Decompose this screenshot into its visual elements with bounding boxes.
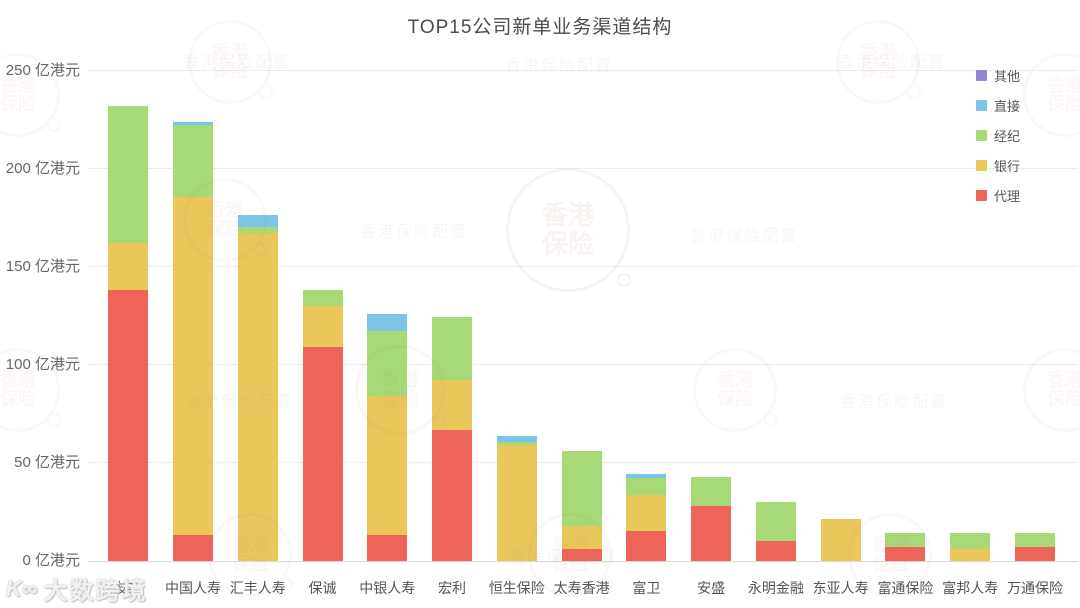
bar-segment-安盛-经纪 <box>691 476 732 507</box>
y-tick-label: 150 亿港元 <box>5 257 80 275</box>
bar-segment-万通保险-经纪 <box>1014 532 1055 548</box>
legend-swatch-经纪 <box>976 129 987 141</box>
legend: 其他直接经纪银行代理 <box>976 60 1020 210</box>
faint-text-watermark: 香港保险配置 <box>183 54 292 71</box>
bar-segment-富邦人寿-经纪 <box>950 532 991 550</box>
bar-segment-保诚-经纪 <box>302 290 343 306</box>
legend-swatch-银行 <box>976 159 987 171</box>
legend-swatch-代理 <box>976 189 987 201</box>
x-label-保诚: 保诚 <box>308 580 337 596</box>
bar-segment-中国人寿-经纪 <box>172 125 213 198</box>
hk-insurance-stamp: 香港保险 <box>1023 53 1080 137</box>
bar-segment-中国人寿-直接 <box>172 121 213 126</box>
bar-segment-东亚人寿-银行 <box>820 518 861 561</box>
bar-segment-友邦-银行 <box>108 243 149 291</box>
legend-item-其他: 其他 <box>976 60 1020 90</box>
bar-segment-富通保险-代理 <box>885 547 926 561</box>
x-label-富邦人寿: 富邦人寿 <box>942 580 999 596</box>
gridline-200 <box>88 168 1078 170</box>
bar-segment-中国人寿-银行 <box>172 197 213 535</box>
bar-segment-永明金融-经纪 <box>755 502 796 542</box>
bar-segment-恒生保险-银行 <box>496 445 537 561</box>
footer-watermark: K∞ 大数跨境 <box>6 571 148 606</box>
legend-item-代理: 代理 <box>976 180 1020 210</box>
bar-segment-汇丰人寿-银行 <box>237 233 278 561</box>
x-label-汇丰人寿: 汇丰人寿 <box>229 580 286 596</box>
bar-segment-太寿香港-代理 <box>561 549 602 561</box>
bar-segment-中国人寿-代理 <box>172 534 213 561</box>
bar-segment-富通保险-经纪 <box>885 532 926 548</box>
bar-segment-中银人寿-代理 <box>367 535 408 561</box>
x-label-永明金融: 永明金融 <box>747 580 804 596</box>
bar-segment-恒生保险-经纪 <box>496 442 537 446</box>
legend-label-经纪: 经纪 <box>994 128 1021 144</box>
y-tick-label: 100 亿港元 <box>5 355 80 373</box>
legend-item-经纪: 经纪 <box>976 120 1020 150</box>
legend-label-代理: 代理 <box>994 188 1021 204</box>
x-label-友邦: 友邦 <box>114 580 143 596</box>
x-label-富通保险: 富通保险 <box>877 580 934 596</box>
bar-segment-宏利-经纪 <box>432 316 473 380</box>
y-tick-label: 50 亿港元 <box>14 453 80 471</box>
bar-segment-宏利-代理 <box>432 429 473 561</box>
bar-segment-宏利-银行 <box>432 379 473 430</box>
footer-watermark-text: 大数跨境 <box>43 578 148 605</box>
y-tick-label: 250 亿港元 <box>5 61 80 79</box>
chart-title: TOP15公司新单业务渠道结构 <box>407 17 673 38</box>
x-label-恒生保险: 恒生保险 <box>488 580 545 596</box>
bar-segment-富卫-直接 <box>626 473 667 478</box>
legend-item-银行: 银行 <box>976 150 1020 180</box>
y-tick-label: 0 亿港元 <box>22 552 80 569</box>
bar-segment-太寿香港-银行 <box>561 525 602 550</box>
legend-swatch-其他 <box>976 69 987 81</box>
x-label-太寿香港: 太寿香港 <box>553 580 610 596</box>
faint-text-watermark: 香港保险配置 <box>838 54 947 71</box>
legend-label-其他: 其他 <box>994 68 1021 84</box>
legend-label-银行: 银行 <box>994 158 1021 174</box>
legend-item-直接: 直接 <box>976 90 1020 120</box>
x-label-中国人寿: 中国人寿 <box>164 580 221 596</box>
faint-text-watermark: 香港保险配置 <box>360 224 469 241</box>
gridline-150 <box>88 266 1078 268</box>
bar-segment-汇丰人寿-经纪 <box>237 227 278 234</box>
bar-segment-友邦-经纪 <box>108 105 149 244</box>
bar-segment-永明金融-代理 <box>755 541 796 561</box>
bar-segment-保诚-银行 <box>302 305 343 348</box>
x-label-东亚人寿: 东亚人寿 <box>812 580 869 596</box>
bar-segment-友邦-代理 <box>108 290 149 561</box>
legend-label-直接: 直接 <box>994 98 1021 114</box>
bar-segment-汇丰人寿-直接 <box>237 214 278 228</box>
gridline-100 <box>88 364 1078 366</box>
x-label-中银人寿: 中银人寿 <box>359 580 416 596</box>
dashukuajing-logo-icon: K∞ <box>6 575 38 601</box>
bar-segment-恒生保险-直接 <box>496 436 537 443</box>
faint-text-watermark: 香港保险配置 <box>840 394 949 411</box>
bar-segment-中银人寿-银行 <box>367 396 408 536</box>
bar-segment-富卫-银行 <box>626 495 667 531</box>
bar-segment-中银人寿-直接 <box>367 313 408 332</box>
faint-text-watermark: 香港保险配置 <box>505 58 614 75</box>
y-tick-label: 200 亿港元 <box>5 159 80 177</box>
bar-segment-保诚-代理 <box>302 347 343 561</box>
faint-text-watermark: 香港保险配置 <box>690 228 799 245</box>
bar-segment-富卫-经纪 <box>626 477 667 496</box>
x-label-万通保险: 万通保险 <box>1006 580 1063 596</box>
bar-segment-富卫-代理 <box>626 530 667 561</box>
bar-segment-万通保险-代理 <box>1014 547 1055 561</box>
x-label-富卫: 富卫 <box>632 580 661 596</box>
x-label-宏利: 宏利 <box>438 580 467 596</box>
bar-segment-中银人寿-经纪 <box>367 331 408 397</box>
bar-segment-富邦人寿-银行 <box>950 549 991 561</box>
bar-segment-太寿香港-经纪 <box>561 451 602 526</box>
gridline-250 <box>88 70 1078 71</box>
gridline-0 <box>88 560 1078 562</box>
hk-insurance-stamp: 香港保险 <box>506 168 631 292</box>
legend-swatch-直接 <box>976 99 987 111</box>
hk-insurance-stamp: 香港保险 <box>693 348 778 432</box>
hk-insurance-stamp: 香港保险 <box>1023 348 1080 432</box>
x-label-安盛: 安盛 <box>697 580 726 596</box>
bar-segment-安盛-代理 <box>691 506 732 561</box>
